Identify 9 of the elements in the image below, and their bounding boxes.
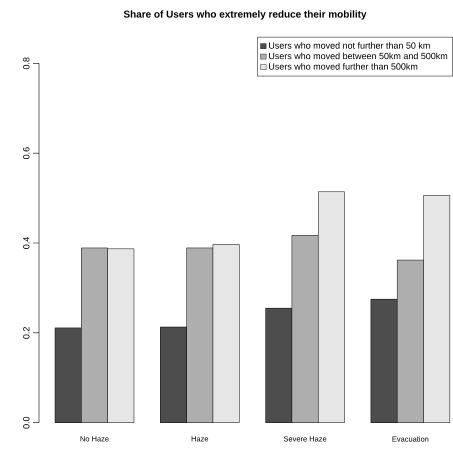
legend-label: Users who moved further than 500km — [269, 63, 418, 70]
y-tick-label: 0.6 — [23, 147, 30, 160]
chart-title: Share of Users who extremely reduce their mobility — [124, 10, 366, 20]
y-tick-label: 0.0 — [23, 416, 30, 429]
legend-label: Users who moved not further than 50 km — [269, 42, 430, 49]
y-tick-label: 0.8 — [23, 57, 30, 70]
y-tick-label: 0.4 — [23, 237, 30, 249]
y-tick-label: 0.2 — [23, 327, 30, 339]
legend-label: Users who moved between 50km and 500km — [269, 52, 448, 60]
